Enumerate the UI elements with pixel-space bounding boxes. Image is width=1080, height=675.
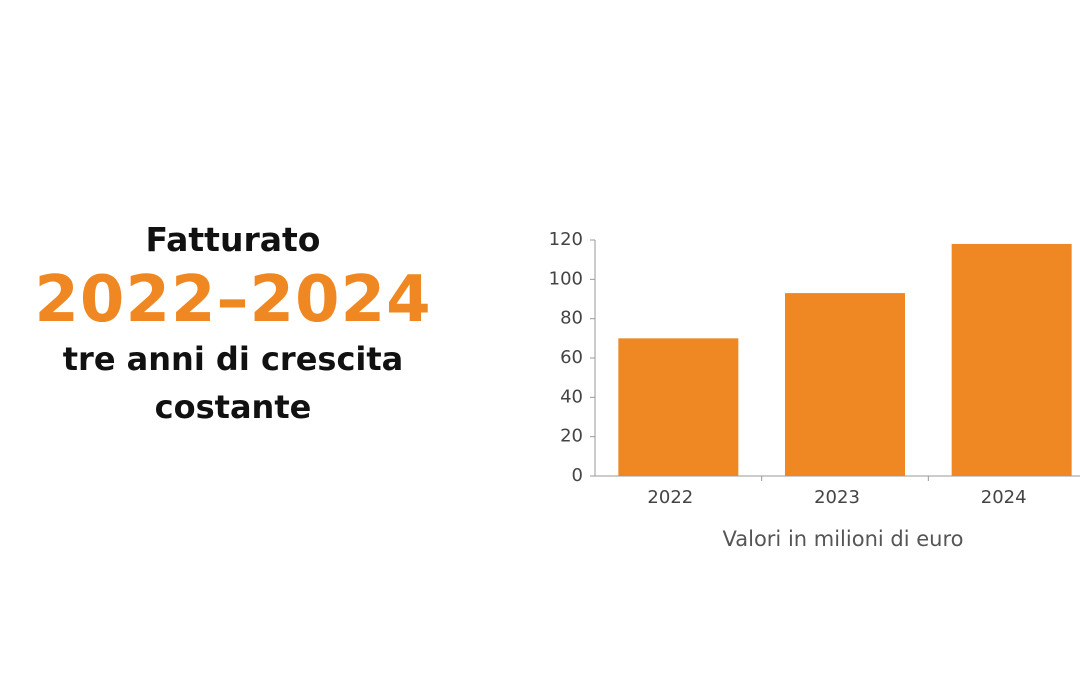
highlight: 2022–2024 — [34, 263, 432, 337]
y-tick-label: 0 — [572, 465, 583, 486]
x-tick-label: 2023 — [814, 487, 860, 508]
y-tick-label: 20 — [560, 426, 583, 447]
y-tick-label: 100 — [549, 268, 583, 289]
headline: Fatturato 2022–2024 tre anni di crescita… — [33, 215, 433, 431]
bar — [951, 243, 1072, 476]
y-tick-label: 40 — [560, 386, 583, 407]
y-tick-label: 120 — [549, 229, 583, 250]
y-tick-label: 80 — [560, 308, 583, 329]
subtitle: tre anni di crescita costante — [62, 340, 404, 426]
x-axis-label: Valori in milioni di euro — [723, 527, 964, 551]
x-tick-label: 2024 — [981, 487, 1027, 508]
chart-title: Fatturato — [145, 220, 321, 259]
bar — [785, 293, 905, 476]
bar — [618, 338, 739, 476]
y-tick-label: 60 — [560, 347, 583, 368]
x-tick-label: 2022 — [647, 487, 693, 508]
